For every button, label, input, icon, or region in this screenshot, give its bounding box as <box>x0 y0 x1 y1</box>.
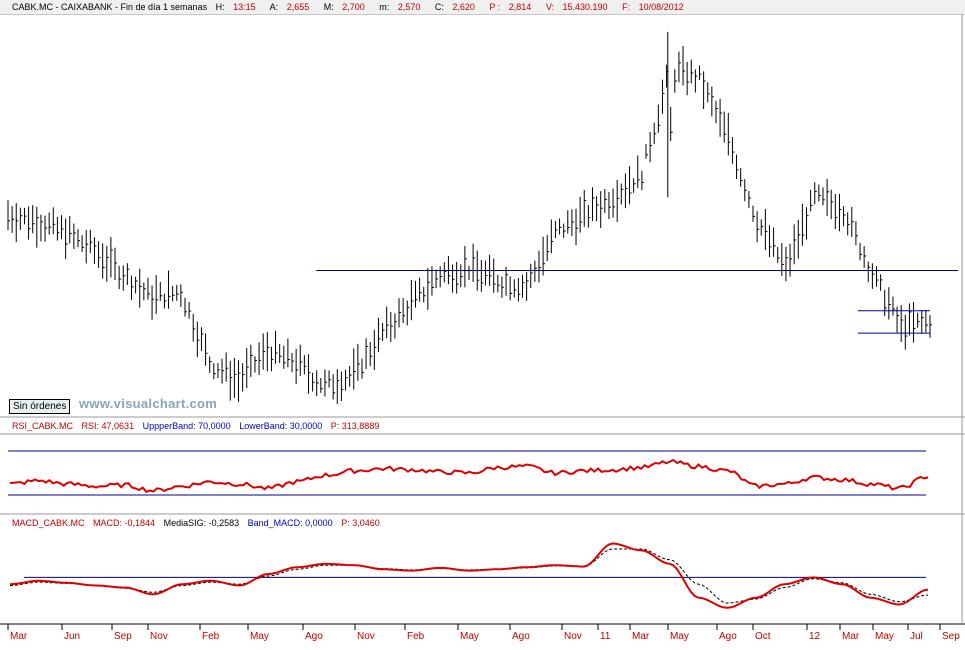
header-a-value: 2,655 <box>286 2 310 12</box>
x-tick-label: Jun <box>64 631 80 642</box>
header-v: V: 15.430.190 <box>546 2 614 12</box>
x-tick-label: Feb <box>407 631 425 642</box>
sin-ordenes-button[interactable]: Sin órdenes <box>9 399 71 414</box>
x-tick-label: Feb <box>202 631 220 642</box>
header-f-label: F: <box>622 2 631 12</box>
rsi-legend: RSI_CABK.MC RSI: 47,0631 UppperBand: 70,… <box>0 421 385 432</box>
macd-name: MACD_CABK.MC <box>12 518 85 528</box>
header-h: H: 13:15 <box>216 2 262 12</box>
macd-p: P: 3,0460 <box>341 518 380 528</box>
macd-band: Band_MACD: 0,0000 <box>247 518 333 528</box>
watermark-logo: www.visualchart.com <box>79 396 218 411</box>
header-c-label: C: <box>434 2 444 12</box>
x-axis: Mar Jun Sep Nov Feb May Ago Nov Feb May Ago Nov 11 Ma… <box>7 624 960 642</box>
rsi-value: RSI: 47,0631 <box>81 421 135 431</box>
x-tick-label: Ago <box>305 631 323 642</box>
macd-value: MACD: -0,1844 <box>93 518 156 528</box>
x-tick-label: Oct <box>755 631 771 642</box>
x-tick-label: Ago <box>719 631 737 642</box>
macd-panel <box>9 542 929 609</box>
header-v-label: V: <box>545 2 554 12</box>
rsi-line <box>9 458 929 493</box>
header-c: C: 2,620 <box>435 2 481 12</box>
rsi-panel <box>8 450 929 496</box>
header-v-value: 15.430.190 <box>562 2 608 12</box>
x-tick-label: Mar <box>10 631 28 642</box>
header-m: M: 2,700 <box>324 2 371 12</box>
x-tick-label: May <box>875 631 894 642</box>
header-a-label: A: <box>269 2 279 12</box>
x-tick-label: Jul <box>910 631 923 642</box>
macd-signal: MediaSIG: -0,2583 <box>163 518 240 528</box>
header-h-value: 13:15 <box>233 2 256 12</box>
header-h-label: H: <box>215 2 225 12</box>
header-p-label: P : <box>489 2 501 12</box>
rsi-p: P: 313,8889 <box>330 421 380 431</box>
header-mn-value: 2,570 <box>397 2 421 12</box>
x-tick-label: 12 <box>809 631 821 642</box>
x-tick-label: Sep <box>942 631 960 642</box>
price-support-lines <box>316 270 958 334</box>
x-tick-label: May <box>460 631 479 642</box>
header-m-label: M: <box>323 2 334 12</box>
header-a: A: 2,655 <box>270 2 316 12</box>
x-tick-label: May <box>670 631 689 642</box>
x-tick-label: 11 <box>600 631 611 642</box>
header-p: P : 2,814 <box>489 2 537 12</box>
macd-legend: MACD_CABK.MC MACD: -0,1844 MediaSIG: -0,… <box>0 518 386 529</box>
macd-signal-line <box>9 548 929 604</box>
x-tick-label: Ago <box>512 631 530 642</box>
price-bars <box>7 31 932 405</box>
rsi-upper-band: UppperBand: 70,0000 <box>142 421 231 431</box>
header-mn: m: 2,570 <box>379 2 426 12</box>
x-tick-label: Mar <box>632 631 650 642</box>
x-tick-label: Nov <box>150 631 168 642</box>
header-f: F: 10/08/2012 <box>622 2 690 12</box>
x-tick-label: Sep <box>114 631 132 642</box>
header-m-value: 2,700 <box>342 2 365 12</box>
x-tick-label: May <box>250 631 269 642</box>
symbol-title: CABK.MC - CAIXABANK - Fin de día 1 seman… <box>12 2 208 12</box>
macd-line <box>9 542 929 609</box>
chart-header: CABK.MC - CAIXABANK - Fin de día 1 seman… <box>0 0 965 15</box>
rsi-name: RSI_CABK.MC <box>12 421 74 431</box>
header-c-value: 2,620 <box>452 2 475 12</box>
x-tick-label: Nov <box>564 631 582 642</box>
x-tick-label: Mar <box>842 631 860 642</box>
panel-separators <box>0 14 965 625</box>
x-tick-label: Nov <box>357 631 375 642</box>
header-mn-label: m: <box>379 2 390 12</box>
header-p-value: 2,814 <box>508 2 532 12</box>
header-f-value: 10/08/2012 <box>638 2 684 12</box>
rsi-lower-band: LowerBand: 30,0000 <box>239 421 323 431</box>
